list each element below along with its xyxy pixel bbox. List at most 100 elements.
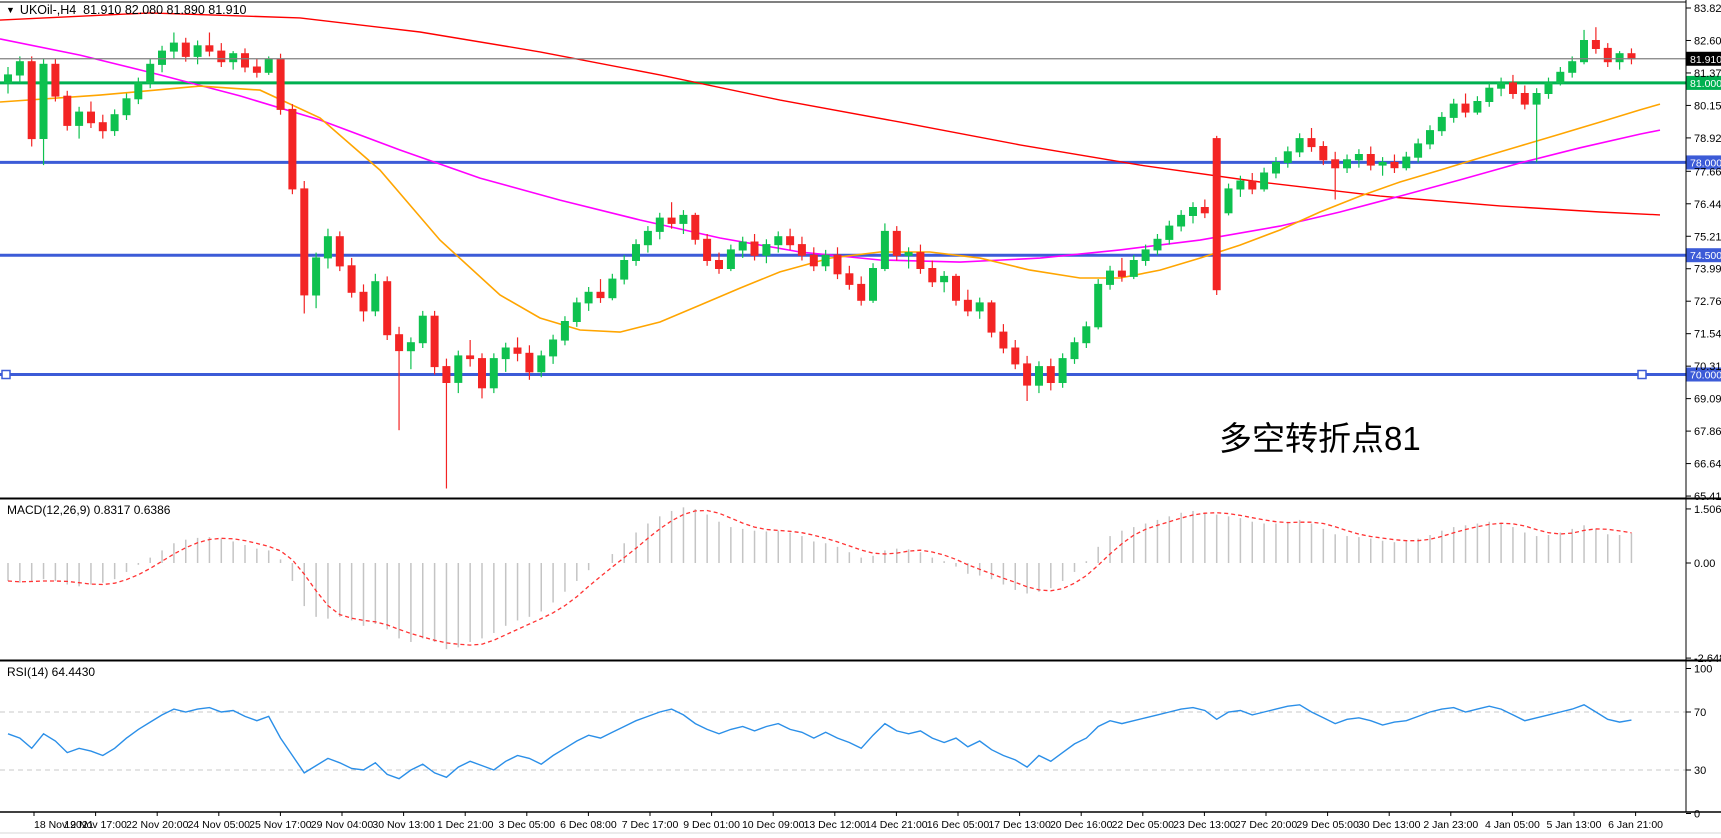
candle-body: [999, 331, 1008, 349]
price-axis-label: 73.990: [1694, 264, 1721, 276]
hline-price-box-label: 70.000: [1690, 370, 1721, 382]
rsi-axis[interactable]: 100 70 30 0: [1686, 664, 1712, 821]
time-axis-label: 5 Jan 13:00: [1547, 819, 1602, 831]
candle-body: [1520, 93, 1529, 105]
candle-body: [513, 347, 522, 354]
candle-body: [1058, 358, 1067, 384]
ma-slow-red-line: [0, 12, 1661, 216]
price-axis-label: 67.865: [1694, 426, 1721, 438]
candle-body: [1272, 161, 1280, 174]
candle-body: [1260, 172, 1269, 190]
candle-body: [845, 273, 854, 285]
price-axis-label: 78.925: [1694, 133, 1721, 145]
symbol-dropdown-icon[interactable]: ▼: [6, 5, 15, 15]
candle-body: [715, 260, 723, 269]
price-axis-label: 70.315: [1694, 361, 1721, 373]
hline-right-handle[interactable]: [1637, 369, 1647, 380]
candle-body: [312, 257, 321, 296]
candle-body: [1307, 138, 1316, 148]
candle-body: [1189, 207, 1197, 216]
candle-body: [797, 244, 806, 256]
macd-axis[interactable]: 1.5061 0.00 -2.6487: [1686, 504, 1721, 665]
time-axis-label: 22 Nov 20:00: [126, 819, 189, 831]
candle-body: [1200, 207, 1209, 214]
candle-body: [1070, 342, 1079, 360]
price-axis-label: 77.665: [1694, 166, 1721, 178]
candle-body: [1343, 159, 1351, 169]
candle-body: [1236, 180, 1245, 190]
candle-body: [608, 278, 617, 299]
hline-left-handle[interactable]: [1, 369, 11, 380]
rsi-panel: [0, 704, 1686, 780]
candle-body: [1248, 180, 1257, 190]
price-axis[interactable]: 83.825 82.600 81.375 80.150 78.925 77.665 76.4…: [1686, 3, 1721, 503]
candle-body: [537, 355, 546, 373]
candle-body: [264, 58, 273, 73]
time-axis-label: 30 Nov 13:00: [372, 819, 435, 831]
candle-body: [1473, 101, 1482, 113]
hline-price-box-label: 81.000: [1690, 78, 1721, 90]
candle-body: [1461, 103, 1470, 113]
current-price-box: [1686, 51, 1721, 66]
hline-70.000[interactable]: 70.000: [0, 367, 1721, 382]
candle-body: [122, 98, 131, 116]
candle-body: [1224, 188, 1233, 214]
candle-body: [1354, 154, 1363, 161]
price-axis-label: 75.215: [1694, 231, 1721, 243]
candle-body: [786, 236, 795, 246]
rsi-axis-label: 0: [1694, 809, 1700, 821]
candle-body: [1023, 363, 1032, 386]
candle-body: [703, 238, 712, 262]
time-axis-label: 27 Dec 20:00: [1235, 819, 1298, 831]
hline-price-box-label: 78.000: [1690, 157, 1721, 169]
candle-body: [892, 230, 901, 256]
time-axis-label: 18 Nov 2021: [34, 819, 94, 831]
candle-body: [904, 252, 913, 256]
candle-body: [383, 281, 392, 336]
candle-body: [1165, 225, 1174, 240]
price-axis-label: 80.150: [1694, 100, 1721, 112]
candle-body: [1402, 156, 1411, 169]
candle-body: [1390, 161, 1399, 169]
price-axis-label: 71.540: [1694, 329, 1721, 341]
candle-body: [1366, 154, 1375, 166]
candle-body: [1437, 116, 1446, 132]
candle-body: [288, 108, 297, 190]
price-axis-label: 82.600: [1694, 35, 1721, 47]
rsi-axis-label: 100: [1694, 664, 1712, 676]
price-axis-label: 65.415: [1694, 491, 1721, 503]
candle-body: [1212, 138, 1221, 291]
candle-body: [276, 58, 285, 110]
time-axis-label: 4 Jan 05:00: [1485, 819, 1540, 831]
candle-body: [418, 315, 427, 344]
time-axis-label: 6 Dec 08:00: [560, 819, 617, 831]
candle-body: [1556, 71, 1565, 84]
candle-body: [1082, 326, 1091, 344]
candle-body: [217, 50, 226, 63]
candle-body: [489, 358, 498, 389]
hline-74.500[interactable]: 74.500: [0, 248, 1721, 263]
price-axis-label: 83.825: [1694, 3, 1721, 15]
symbol-period-label: UKOil-,H4: [19, 3, 77, 17]
time-axis-label: 13 Dec 12:00: [804, 819, 867, 831]
candle-body: [1011, 347, 1020, 365]
time-axis-label: 20 Dec 16:00: [1050, 819, 1113, 831]
time-axis-label: 17 Dec 13:00: [988, 819, 1051, 831]
candle-body: [193, 45, 202, 57]
candle-body: [1046, 366, 1055, 384]
candle-body: [1568, 61, 1577, 73]
text-annotation[interactable]: 多空转折点81: [1219, 420, 1421, 457]
candle-body: [632, 244, 640, 262]
candle-body: [1544, 82, 1553, 95]
price-axis-label: 72.765: [1694, 296, 1721, 308]
time-axis-label: 29 Nov 04:00: [311, 819, 374, 831]
candle-body: [98, 122, 107, 132]
macd-indicator-label: MACD(12,26,9) 0.8317 0.6386: [7, 503, 171, 517]
time-axis-label: 23 Dec 13:00: [1173, 819, 1236, 831]
candle-body: [181, 42, 190, 57]
candle-body: [110, 114, 119, 132]
hline-price-box: [1686, 248, 1721, 263]
